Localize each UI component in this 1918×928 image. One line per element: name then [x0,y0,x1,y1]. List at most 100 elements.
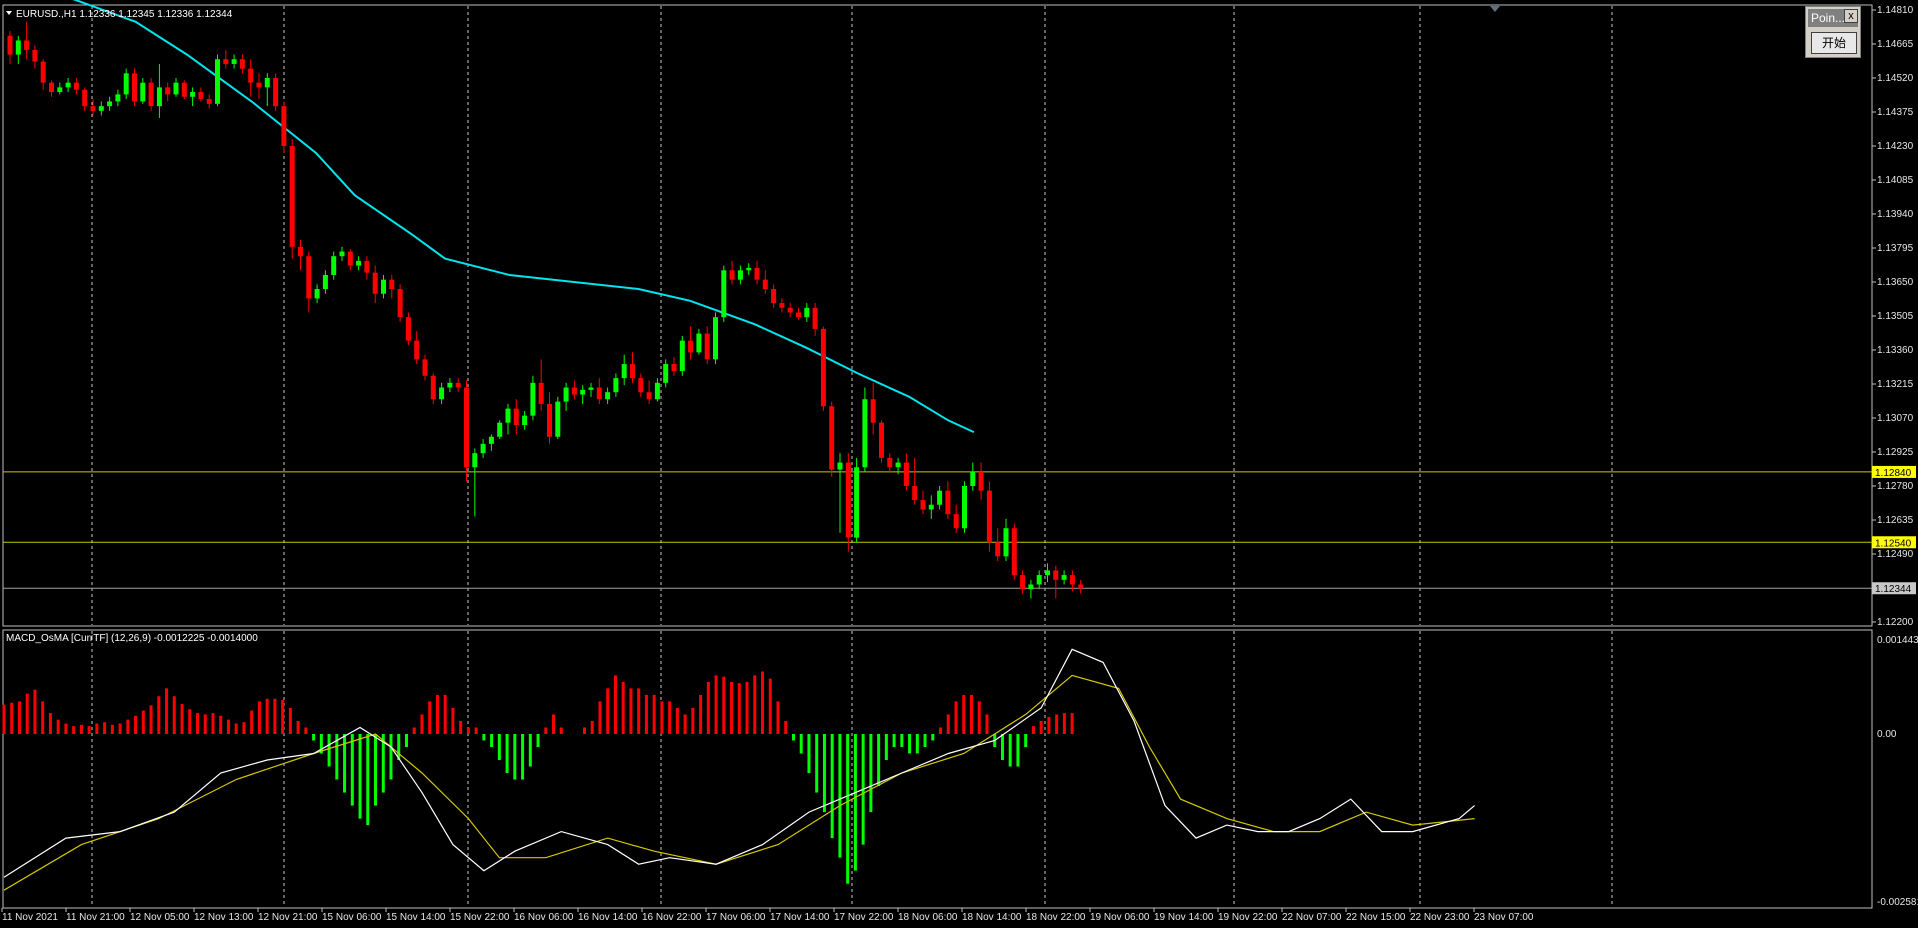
candle-body [746,267,752,271]
price-tick-label: 1.13505 [1877,311,1914,322]
candle-body [140,82,146,102]
candle-body [464,387,469,468]
time-tick-label: 12 Nov 21:00 [258,912,318,923]
candle-body [862,399,868,468]
candle-body [356,260,362,266]
candle-body [1053,570,1059,580]
candle-body [995,542,1001,557]
candle-body [953,514,959,529]
candle-body [7,35,13,55]
candle-body [447,382,453,388]
candle-body [804,307,810,318]
candle-body [779,303,785,308]
time-tick-label: 18 Nov 14:00 [962,912,1022,923]
candle-body [513,408,519,426]
candle-body [713,317,718,360]
candle-body [887,457,893,468]
candle-body [397,289,403,318]
candle-body [414,340,420,360]
candle-body [538,382,544,404]
price-box-label: 1.12540 [1875,538,1912,549]
candle-body [331,256,337,275]
time-tick-label: 19 Nov 06:00 [1090,912,1150,923]
candle-body [1045,570,1050,576]
price-tick-label: 1.14810 [1877,5,1914,16]
candle-body [912,486,918,501]
macd-lines [3,648,1475,891]
time-tick-label: 23 Nov 07:00 [1474,912,1534,923]
candle-body [322,274,328,290]
indicator-tick-label: 0.0014434 [1877,635,1918,646]
candle-body [439,387,445,400]
candle-body [854,467,860,538]
candle-body [90,106,96,111]
price-tick-label: 1.14085 [1877,175,1914,186]
indicator-title: MACD_OsMA [CurrTF] (12,26,9) -0.0012225 … [6,633,258,644]
time-tick-label: 19 Nov 14:00 [1154,912,1214,923]
candle-body [903,462,909,486]
candle-body [530,382,536,416]
candle-body [497,422,503,437]
price-tick-label: 1.12490 [1877,549,1914,560]
time-tick-label: 12 Nov 13:00 [194,912,254,923]
time-tick-label: 15 Nov 14:00 [386,912,446,923]
candle-body [24,40,30,50]
candle-body [563,387,569,402]
price-tick-label: 1.13070 [1877,413,1914,424]
candle-body [547,403,552,437]
price-tick-label: 1.13940 [1877,209,1914,220]
candle-body [298,246,303,257]
candle-body [314,289,320,299]
time-tick-label: 12 Nov 05:00 [130,912,190,923]
time-tick-label: 16 Nov 14:00 [578,912,638,923]
candle-body [488,436,494,444]
candle-body [40,61,46,83]
price-tick-label: 1.13360 [1877,345,1914,356]
chart-shift-marker[interactable] [1490,6,1500,12]
candle-body [762,279,768,290]
candle-body [281,106,287,146]
time-tick-label: 18 Nov 22:00 [1026,912,1086,923]
candle-body [339,251,345,257]
start-button[interactable]: 开始 [1811,32,1857,54]
candle-body [148,82,154,107]
candle-body [978,471,984,491]
candle-body [771,289,777,304]
time-axis: 11 Nov 2021 11 Nov 21:00 12 Nov 05:00 12 No… [1,908,1534,923]
price-tick-label: 1.12925 [1877,447,1914,458]
price-axis: 1.14810 1.14665 1.14520 1.14375 1.14230 1.140… [1872,5,1916,628]
candle-body [32,49,38,62]
close-icon[interactable]: x [1844,9,1858,23]
candle-body [812,307,818,329]
candle-body [580,389,586,395]
candle-body [239,59,245,69]
candle-body [82,89,88,107]
candle-body [223,59,229,64]
candle-body [123,73,129,95]
chevron-down-icon[interactable] [6,11,12,15]
candle-body [970,471,976,486]
candle-body [1061,575,1067,580]
time-tick-label: 16 Nov 22:00 [642,912,702,923]
moving-average [72,0,975,434]
candle-body [132,73,137,102]
candle-body [273,78,279,107]
candle-body [920,500,926,510]
candle-body [347,251,353,266]
candle-body [198,92,204,100]
price-box [1872,582,1916,595]
candle-body [472,453,478,468]
candle-body [571,387,577,395]
price-box [1872,465,1916,478]
candle-body [455,382,461,388]
candle-body [480,443,486,454]
indicator-pane-frame [2,629,1873,909]
price-tick-label: 1.12780 [1877,481,1914,492]
candle-body [596,387,602,400]
candle-body [1028,584,1034,590]
candle-body [928,504,934,510]
indicator-tick-label: 0.00 [1877,729,1897,740]
candles [7,21,1084,599]
candle-body [820,328,826,407]
